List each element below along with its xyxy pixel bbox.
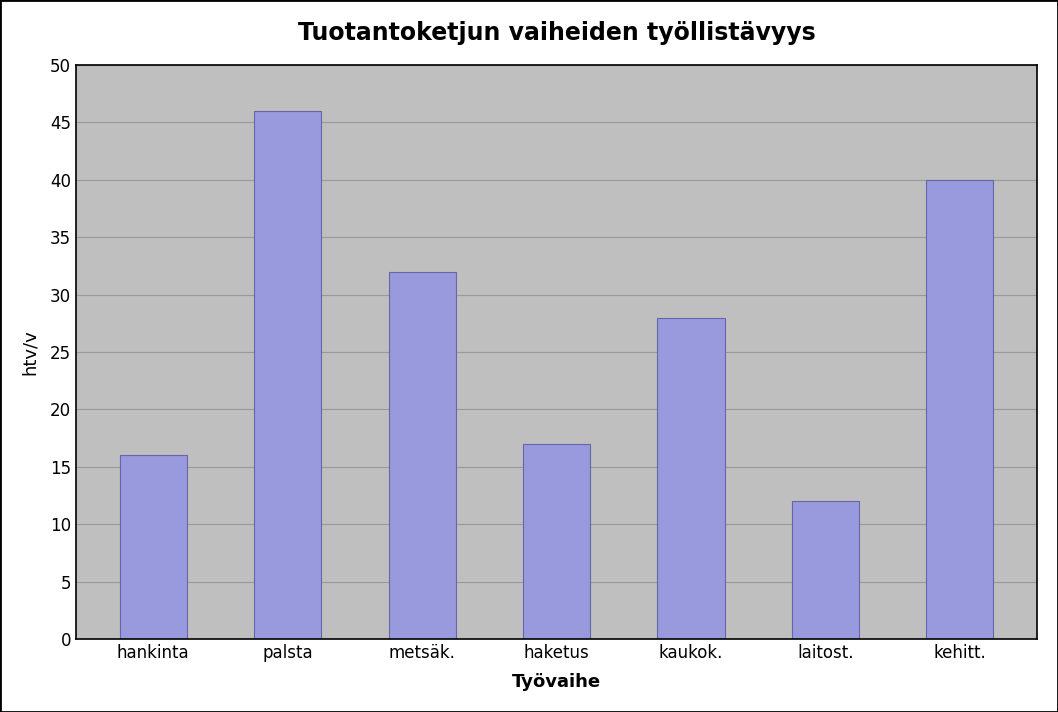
Bar: [388, 271, 456, 639]
X-axis label: Työvaihe: Työvaihe: [512, 673, 601, 691]
Bar: [926, 179, 993, 639]
Bar: [657, 318, 725, 639]
Bar: [120, 456, 187, 639]
Title: Tuotantoketjun vaiheiden työllistävyys: Tuotantoketjun vaiheiden työllistävyys: [297, 21, 816, 45]
Bar: [254, 111, 322, 639]
Bar: [523, 444, 590, 639]
Bar: [791, 501, 859, 639]
Y-axis label: htv/v: htv/v: [21, 329, 39, 375]
